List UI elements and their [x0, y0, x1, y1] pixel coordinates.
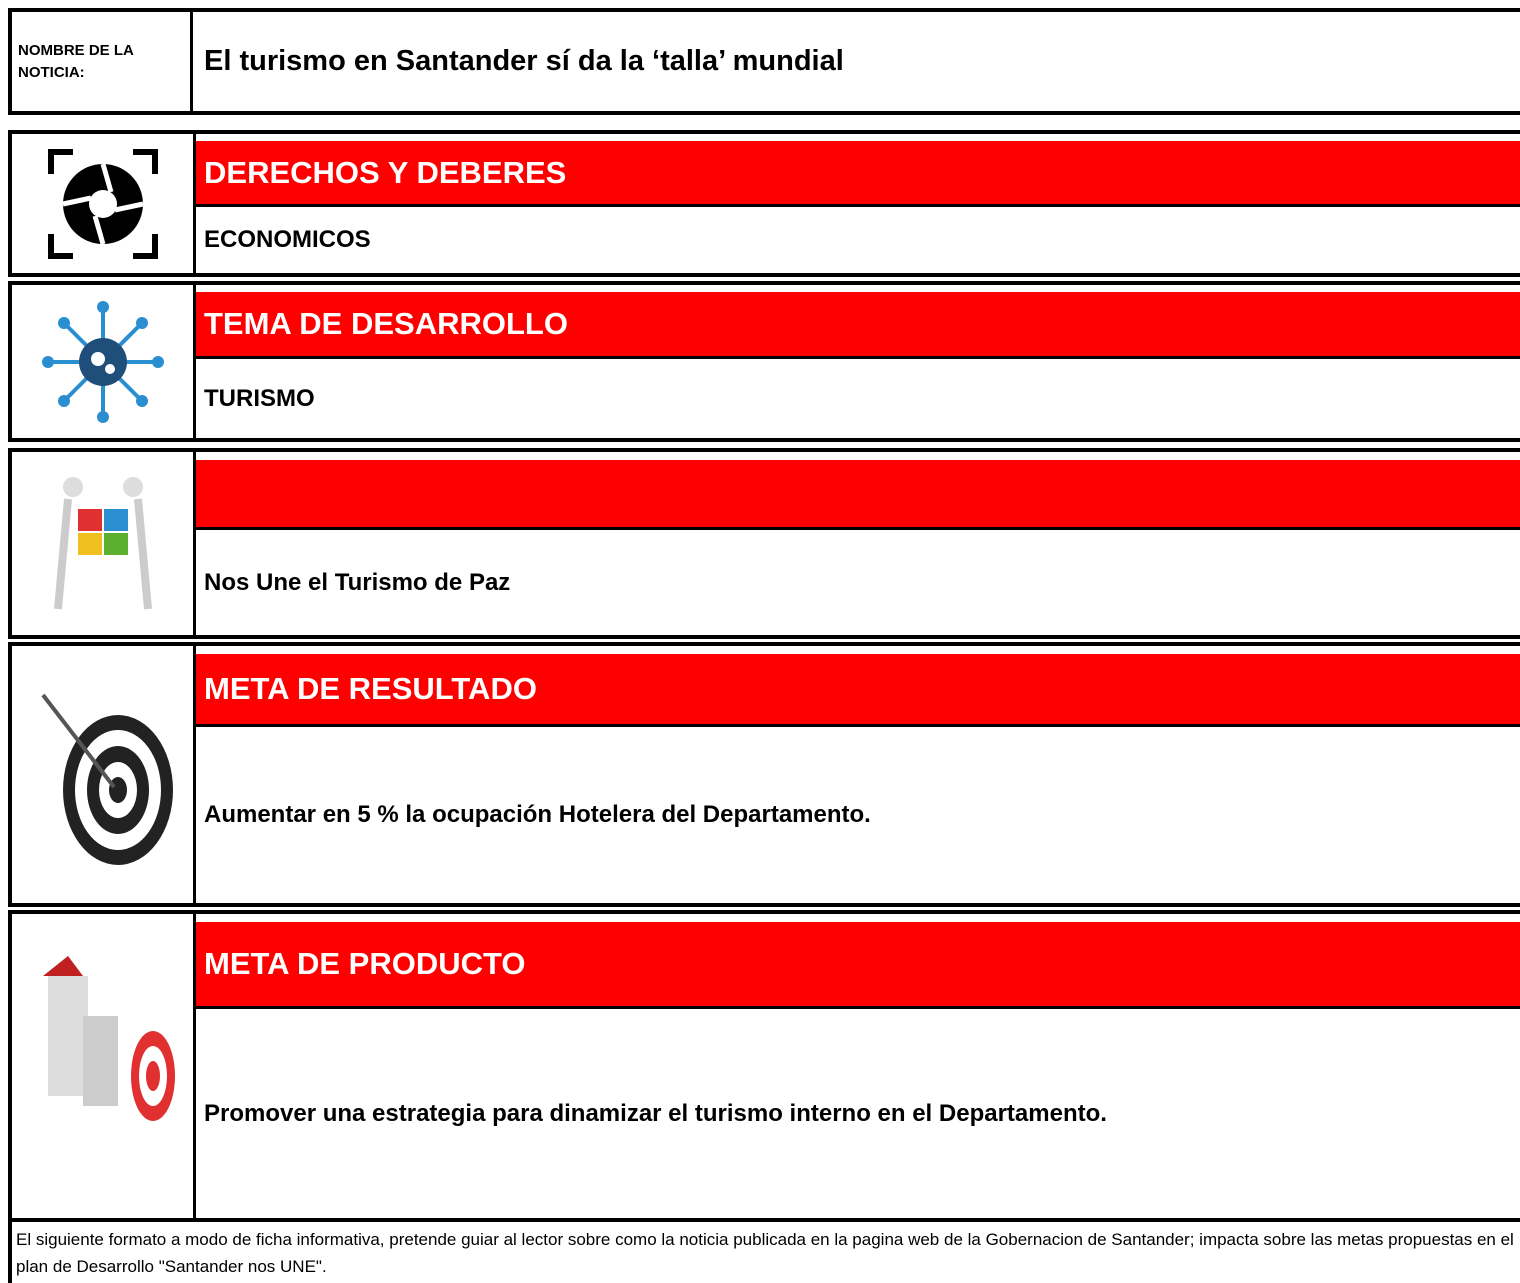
icon-cell [12, 452, 196, 635]
section: Nos Une el Turismo de Paz [8, 448, 1520, 639]
section-value: Aumentar en 5 % la ocupación Hotelera de… [204, 801, 871, 828]
section: DERECHOS Y DEBERES ECONOMICOS [8, 130, 1520, 277]
section-heading-empty [196, 460, 1520, 530]
section-value: Nos Une el Turismo de Paz [204, 568, 511, 596]
camera-icon [47, 148, 158, 259]
icon-cell [12, 285, 196, 438]
section: META DE RESULTADO Aumentar en 5 % la ocu… [8, 642, 1520, 907]
icon-cell [12, 646, 196, 903]
header-title: El turismo en Santander sí da la ‘talla’… [204, 45, 844, 77]
section-heading: DERECHOS Y DEBERES [196, 141, 1520, 207]
header-row: NOMBRE DE LA NOTICIA: El turismo en Sant… [8, 8, 1520, 115]
section-heading: META DE RESULTADO [196, 654, 1520, 727]
section: META DE PRODUCTO Promover una estrategia… [8, 910, 1520, 1222]
section-value: TURISMO [204, 384, 315, 412]
section-heading: TEMA DE DESARROLLO [196, 292, 1520, 359]
section-heading: META DE PRODUCTO [196, 922, 1520, 1009]
header-label: NOMBRE DE LA NOTICIA: [12, 12, 193, 111]
puzzle-icon [53, 476, 152, 609]
icon-cell [12, 914, 196, 1218]
icon-cell [12, 134, 196, 273]
section: TEMA DE DESARROLLO TURISMO [8, 281, 1520, 442]
footer-note: El siguiente formato a modo de ficha inf… [8, 1222, 1520, 1283]
section-value: Promover una estrategia para dinamizar e… [204, 1099, 1107, 1127]
network-icon [41, 300, 164, 423]
team-target-icon [42, 956, 175, 1121]
target-icon [40, 693, 173, 865]
section-value: ECONOMICOS [204, 226, 371, 253]
